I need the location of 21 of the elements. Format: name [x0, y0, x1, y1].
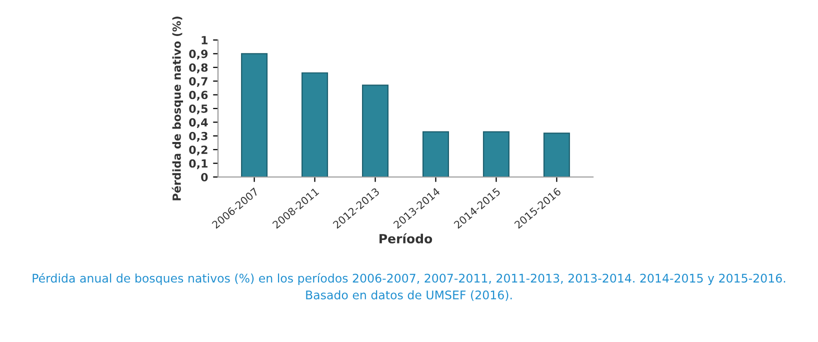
y-tick-label: 0,9	[189, 50, 208, 60]
y-tick-label: 0,7	[189, 77, 208, 87]
bar	[241, 53, 268, 177]
bar	[362, 84, 389, 177]
y-tick-label: 0	[201, 172, 208, 182]
y-tick-label: 0,3	[189, 132, 208, 142]
y-tick-label: 0,8	[189, 63, 208, 74]
x-axis-title: Período	[380, 233, 432, 244]
y-tick-label: 0,5	[189, 104, 208, 114]
bar	[482, 131, 510, 177]
y-axis-title: Pérdida de bosque nativo (%)	[172, 16, 184, 200]
text: Basado en datos de UMSEF (2016).	[306, 290, 512, 301]
bar	[543, 132, 570, 177]
y-tick-label: 0,1	[189, 159, 208, 170]
y-tick-label: 0,2	[189, 146, 208, 156]
y-tick-label: 0,4	[189, 118, 208, 128]
y-tick-label: 0,6	[189, 90, 208, 101]
y-tick-label: 1	[202, 36, 208, 44]
bar	[422, 131, 449, 177]
bar	[302, 72, 328, 177]
text: Pérdida anual de bosques nativos (%) en los períodos 2006-2007, 2007-2011, 2011-2013, 2013-2014. 2014-2015 y 2015-2016.	[32, 273, 786, 285]
